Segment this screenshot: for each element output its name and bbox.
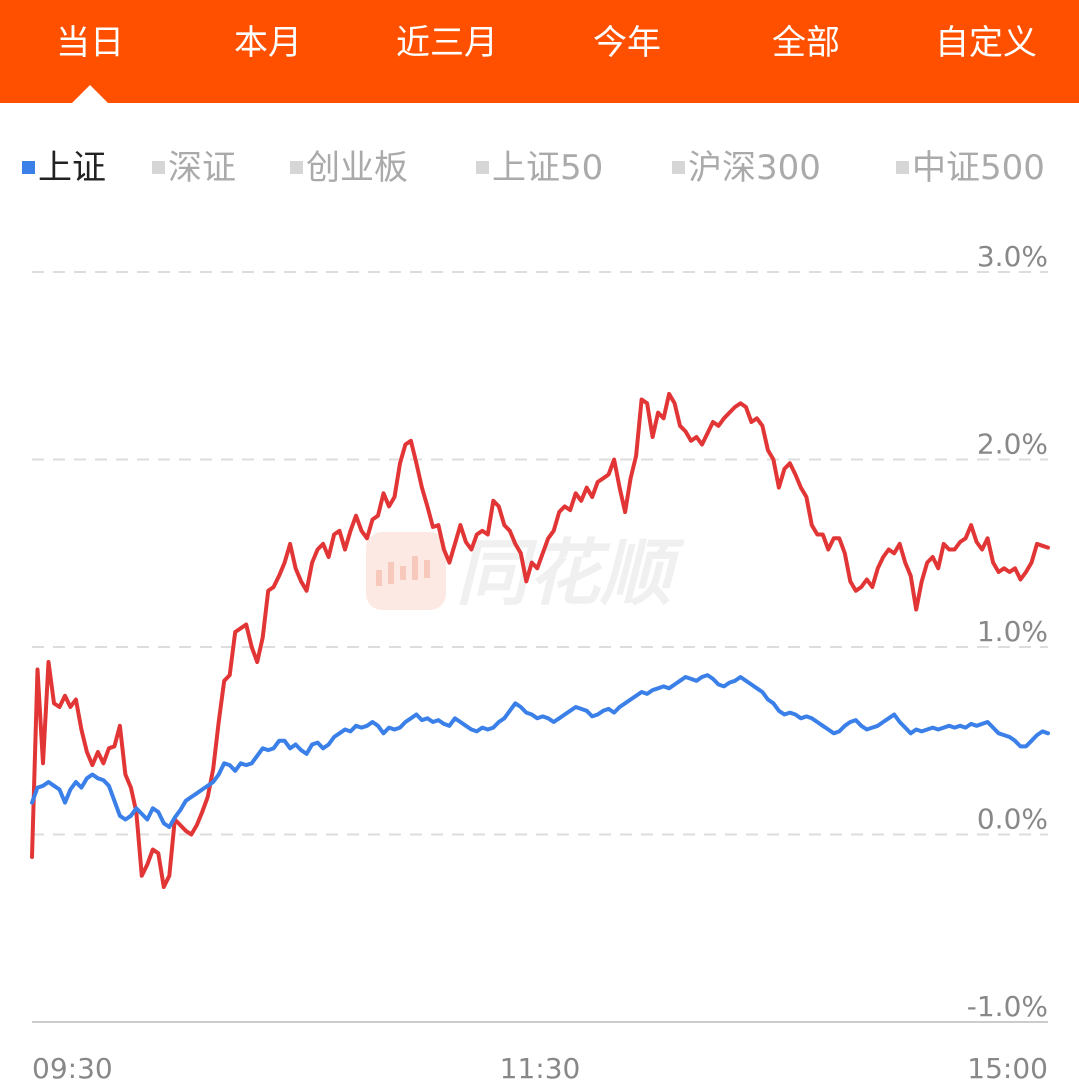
legend-shenzhen[interactable]: 深证	[152, 145, 236, 191]
performance-chart[interactable]: 同花顺 3.0% 2.0% 1.0% 0.0% -1.0% 09:30 11:30 15:00	[0, 220, 1079, 1090]
legend-label: 中证500	[912, 148, 1045, 188]
tab-custom[interactable]: 自定义	[935, 23, 1037, 63]
legend-label: 创业板	[306, 148, 408, 188]
top-tab-bar: 当日 本月 近三月 今年 全部 自定义	[0, 0, 1079, 103]
y-tick-label: 1.0%	[977, 615, 1048, 648]
legend-chinext[interactable]: 创业板	[290, 145, 408, 191]
portfolio-series-line	[30, 391, 1050, 889]
tab-today[interactable]: 当日	[56, 23, 124, 63]
legend-label: 深证	[168, 148, 236, 188]
legend-swatch-icon	[152, 161, 165, 174]
watermark: 同花顺	[366, 531, 685, 615]
legend-csi500[interactable]: 中证500	[896, 145, 1045, 191]
y-tick-label: 2.0%	[977, 428, 1048, 461]
legend-sse50[interactable]: 上证50	[476, 145, 603, 191]
tab-three-months[interactable]: 近三月	[396, 23, 498, 63]
legend-label: 上证50	[492, 148, 604, 188]
legend-label: 沪深300	[688, 148, 821, 188]
legend-label: 上证	[38, 148, 106, 188]
line-chart-svg: 同花顺 3.0% 2.0% 1.0% 0.0% -1.0% 09:30 11:30 15:00	[30, 240, 1050, 1085]
tab-this-month[interactable]: 本月	[234, 23, 302, 63]
legend-swatch-icon	[672, 161, 685, 174]
index-series-line	[30, 673, 1050, 829]
x-tick-label: 09:30	[32, 1052, 113, 1085]
legend-swatch-icon	[476, 161, 489, 174]
x-tick-label: 11:30	[500, 1052, 581, 1085]
legend-csi300[interactable]: 沪深300	[672, 145, 821, 191]
watermark-text: 同花顺	[456, 531, 685, 615]
legend-shanghai[interactable]: 上证	[22, 145, 106, 191]
y-tick-label: -1.0%	[967, 990, 1048, 1023]
tab-all[interactable]: 全部	[772, 23, 840, 63]
active-tab-caret-icon	[72, 85, 108, 103]
tab-this-year[interactable]: 今年	[593, 23, 661, 63]
legend-swatch-icon	[896, 161, 909, 174]
y-tick-label: 3.0%	[977, 240, 1048, 273]
legend-swatch-icon	[22, 161, 35, 174]
legend-swatch-icon	[290, 161, 303, 174]
y-tick-label: 0.0%	[977, 803, 1048, 836]
x-tick-label: 15:00	[967, 1052, 1048, 1085]
